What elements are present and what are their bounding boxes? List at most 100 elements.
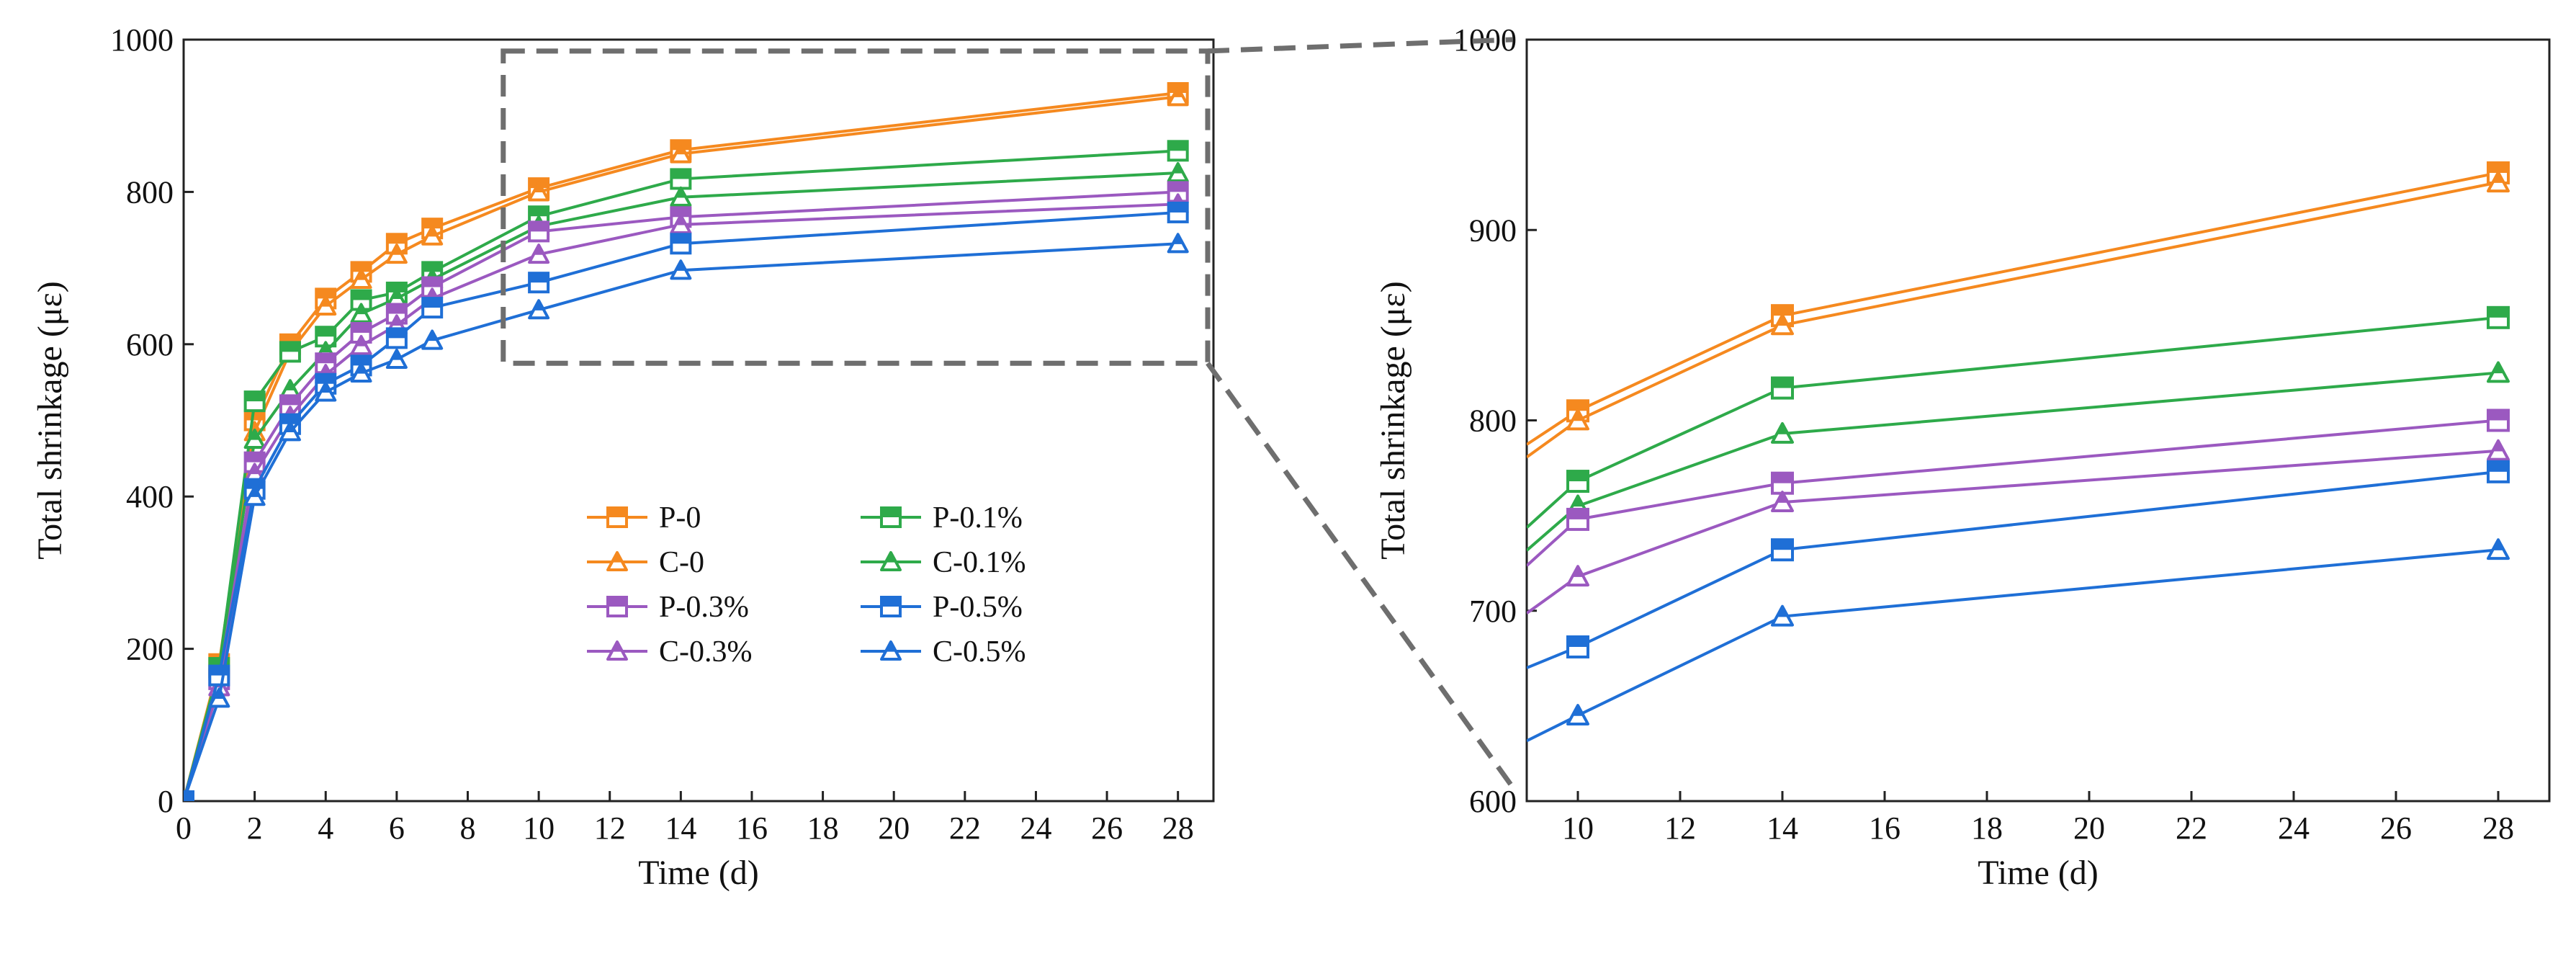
data-point (1566, 635, 1589, 658)
marker-fill-half (391, 245, 403, 255)
marker-fill-half (533, 245, 544, 255)
data-point (1566, 507, 1589, 531)
marker-fill-half (885, 553, 897, 563)
data-point (1771, 604, 1794, 627)
plot-area (1527, 161, 2510, 743)
series-line (1527, 181, 2499, 459)
marker-fill-half (423, 298, 442, 308)
series-P-0 (1527, 161, 2510, 446)
marker-fill-half (611, 553, 623, 563)
marker-fill-half (213, 689, 225, 699)
legend-label: C-0.3% (659, 635, 753, 669)
legend-label: P-0.3% (659, 591, 749, 624)
marker-fill-half (391, 316, 403, 326)
data-point (1167, 86, 1189, 107)
marker-fill-half (881, 508, 900, 517)
x-tick-label: 16 (1869, 810, 1900, 846)
marker-fill-half (1777, 315, 1788, 326)
data-point (2487, 460, 2510, 483)
data-point (421, 297, 444, 319)
data-point (243, 428, 266, 449)
data-point (243, 390, 266, 413)
legend-label: P-0.5% (933, 591, 1023, 624)
series-C-0.1% (1527, 361, 2510, 552)
legend-marker (880, 551, 902, 572)
marker-fill-half (2488, 162, 2508, 173)
marker-fill-half (671, 234, 691, 244)
marker-fill-half (280, 414, 300, 424)
legend-item-C-0.5%: C-0.5% (861, 635, 1026, 669)
marker-fill-half (320, 365, 331, 375)
data-point (385, 244, 408, 264)
legend-marker (606, 596, 628, 617)
marker-fill-half (671, 169, 691, 179)
legend-label: P-0.1% (933, 501, 1023, 535)
marker-fill-half (2492, 440, 2504, 452)
x-tick-label: 0 (176, 810, 192, 846)
data-point (670, 233, 692, 255)
marker-fill-half (1572, 496, 1584, 507)
series-line (184, 190, 1178, 801)
marker-fill-half (316, 327, 336, 337)
data-point (421, 329, 444, 350)
marker-fill-half (356, 363, 367, 374)
marker-fill-half (387, 304, 406, 314)
data-point (2487, 538, 2510, 560)
marker-fill-half (426, 226, 438, 237)
marker-fill-half (1568, 471, 1588, 482)
marker-fill-half (1568, 636, 1588, 647)
x-tick-label: 28 (2482, 810, 2514, 846)
y-tick-label: 600 (1469, 784, 1517, 819)
y-tick-label: 200 (126, 632, 174, 667)
data-point (1167, 201, 1189, 223)
legend-item-C-0.1%: C-0.1% (861, 546, 1026, 579)
marker-fill-half (675, 261, 686, 271)
legend-marker (880, 596, 902, 617)
marker-fill-half (1772, 378, 1792, 388)
marker-fill-half (1772, 540, 1792, 550)
data-point (528, 299, 550, 320)
marker-fill-half (1572, 566, 1584, 577)
series-line (1527, 470, 2499, 669)
marker-fill-half (671, 207, 691, 218)
data-point (279, 341, 301, 363)
data-point (1566, 470, 1589, 493)
marker-fill-half (316, 289, 336, 299)
series-line (1527, 419, 2499, 567)
marker-fill-half (426, 289, 438, 300)
panel-full-timeline: 0 2 4 6 8 10 12 14 16 18 20 22 24 26 28020040060080010… (31, 22, 1215, 892)
x-tick-label: 20 (2073, 810, 2105, 846)
x-axis-title: Time (d) (638, 854, 759, 892)
y-axis-title: Total shrinkage (με) (31, 281, 69, 559)
y-axis-title: Total shrinkage (με) (1374, 281, 1412, 559)
x-tick-label: 20 (878, 810, 910, 846)
legend-item-P-0.1%: P-0.1% (861, 501, 1023, 535)
data-point (1167, 233, 1189, 254)
marker-fill-half (529, 207, 549, 217)
data-point (315, 295, 337, 316)
y-tick-label: 900 (1469, 213, 1517, 248)
data-point (528, 244, 550, 264)
y-tick-label: 400 (126, 479, 174, 514)
marker-fill-half (1568, 401, 1588, 411)
x-tick-label: 16 (736, 810, 768, 846)
marker-fill-half (280, 396, 300, 406)
marker-fill-half (533, 182, 544, 193)
data-point (528, 220, 550, 243)
series-line (1527, 449, 2499, 615)
x-tick-label: 10 (1562, 810, 1594, 846)
x-tick-label: 24 (2278, 810, 2310, 846)
data-point (350, 334, 372, 355)
legend-item-C-0.3%: C-0.3% (587, 635, 753, 669)
data-point (670, 213, 692, 234)
marker-fill-half (2492, 362, 2504, 374)
marker-fill-half (391, 289, 403, 300)
x-tick-label: 22 (949, 810, 981, 846)
marker-fill-half (280, 342, 300, 352)
x-tick-label: 6 (389, 810, 405, 846)
data-point (670, 143, 692, 164)
marker-fill-half (1777, 492, 1788, 503)
marker-fill-half (284, 422, 296, 433)
series-C-0 (1527, 171, 2510, 459)
